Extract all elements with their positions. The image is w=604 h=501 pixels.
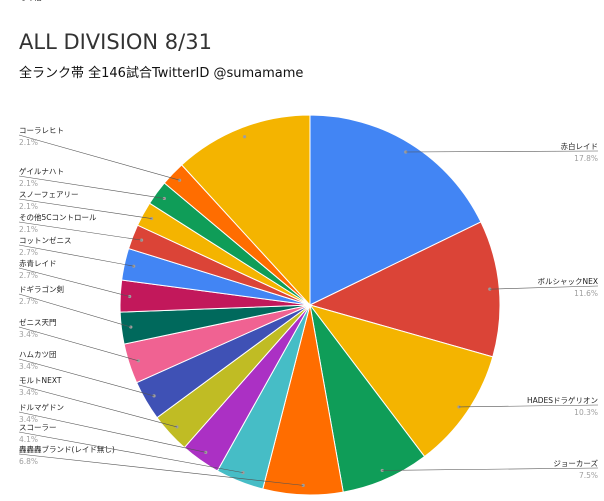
leader-line-16 [18, 134, 180, 181]
slice-percent-12: 2.7% [19, 248, 38, 257]
slice-label-14: スノーフェアリー [19, 190, 79, 199]
slice-percent-14: 2.1% [19, 202, 38, 211]
leader-line-0 [405, 150, 599, 153]
slice-percent-15: 2.1% [19, 179, 38, 188]
slice-label-16: コーラレヒト [19, 126, 64, 135]
slice-label-0: 赤白レイド [561, 141, 599, 151]
leader-line-2 [458, 404, 599, 408]
slice-percent-16: 2.1% [19, 138, 38, 147]
pie-slice-17 [180, 114, 311, 307]
slice-percent-13: 2.1% [19, 225, 38, 234]
leader-dot-17 [243, 135, 247, 139]
leader-line-9 [18, 326, 139, 362]
leader-line-7 [18, 384, 177, 428]
slice-percent-3: 7.5% [579, 471, 598, 480]
slice-percent-2: 10.3% [574, 408, 598, 417]
slice-labels: 赤白レイド 17.8% ボルシャックNEX 11.6% HADESドラゲリオン 10.3%… [18, 0, 599, 487]
leader-line-3 [382, 467, 599, 471]
slice-percent-1: 11.6% [574, 289, 598, 298]
leader-line-11 [18, 267, 130, 297]
leader-line-10 [18, 293, 131, 328]
chart-title: ALL DIVISION 8/31 [19, 30, 212, 54]
slice-percent-4: 6.8% [19, 457, 38, 466]
pie-slice-1 [308, 221, 501, 358]
pie-slice-2 [308, 304, 494, 458]
slice-percent-5: 4.1% [19, 435, 38, 444]
leader-line-12 [18, 244, 134, 267]
pie-slice-0 [309, 114, 482, 306]
slice-label-7: モルトNEXT [19, 376, 62, 385]
slice-label-5: スコーラー [19, 423, 57, 432]
slice-label-8: ハムカツ団 [19, 350, 57, 359]
slice-label-1: ボルシャックNEX [538, 277, 599, 286]
slice-label-9: ゼニス天門 [19, 317, 57, 327]
slice-percent-0: 17.8% [574, 154, 598, 163]
pie-slices [119, 114, 501, 496]
slice-label-17: その他 [19, 0, 42, 2]
slice-label-15: ゲイルナハト [19, 167, 64, 176]
chart-subtitle: 全ランク帯 全146試合TwitterID @sumamame [19, 65, 303, 81]
slice-percent-9: 3.4% [19, 330, 38, 339]
slice-label-10: ドギラゴン剣 [19, 284, 64, 294]
leader-line-14 [18, 198, 152, 219]
slice-label-11: 赤青レイド [19, 258, 57, 268]
slice-percent-11: 2.7% [19, 271, 38, 280]
leader-line-15 [18, 175, 165, 199]
slice-label-2: HADESドラゲリオン [527, 396, 598, 405]
slice-percent-8: 3.4% [19, 362, 38, 371]
leader-line-4 [18, 453, 304, 486]
slice-label-4: 轟轟轟ブランド(レイド無し) [19, 444, 115, 454]
leader-line-5 [18, 431, 244, 473]
leader-line-6 [18, 411, 206, 453]
leader-line-1 [489, 285, 599, 290]
slice-label-12: コットンゼニス [19, 235, 72, 245]
slice-label-13: その他5Cコントロール [19, 212, 97, 222]
slice-label-6: ドルマゲドン [19, 403, 64, 412]
slice-percent-10: 2.7% [19, 297, 38, 306]
leader-line-8 [18, 358, 155, 397]
slice-percent-7: 3.4% [19, 388, 38, 397]
slice-label-3: ジョーカーズ [553, 458, 598, 468]
slice-percent-17: 11.8% [19, 0, 43, 2]
leader-line-13 [18, 221, 142, 241]
slice-percent-6: 3.4% [19, 415, 38, 424]
